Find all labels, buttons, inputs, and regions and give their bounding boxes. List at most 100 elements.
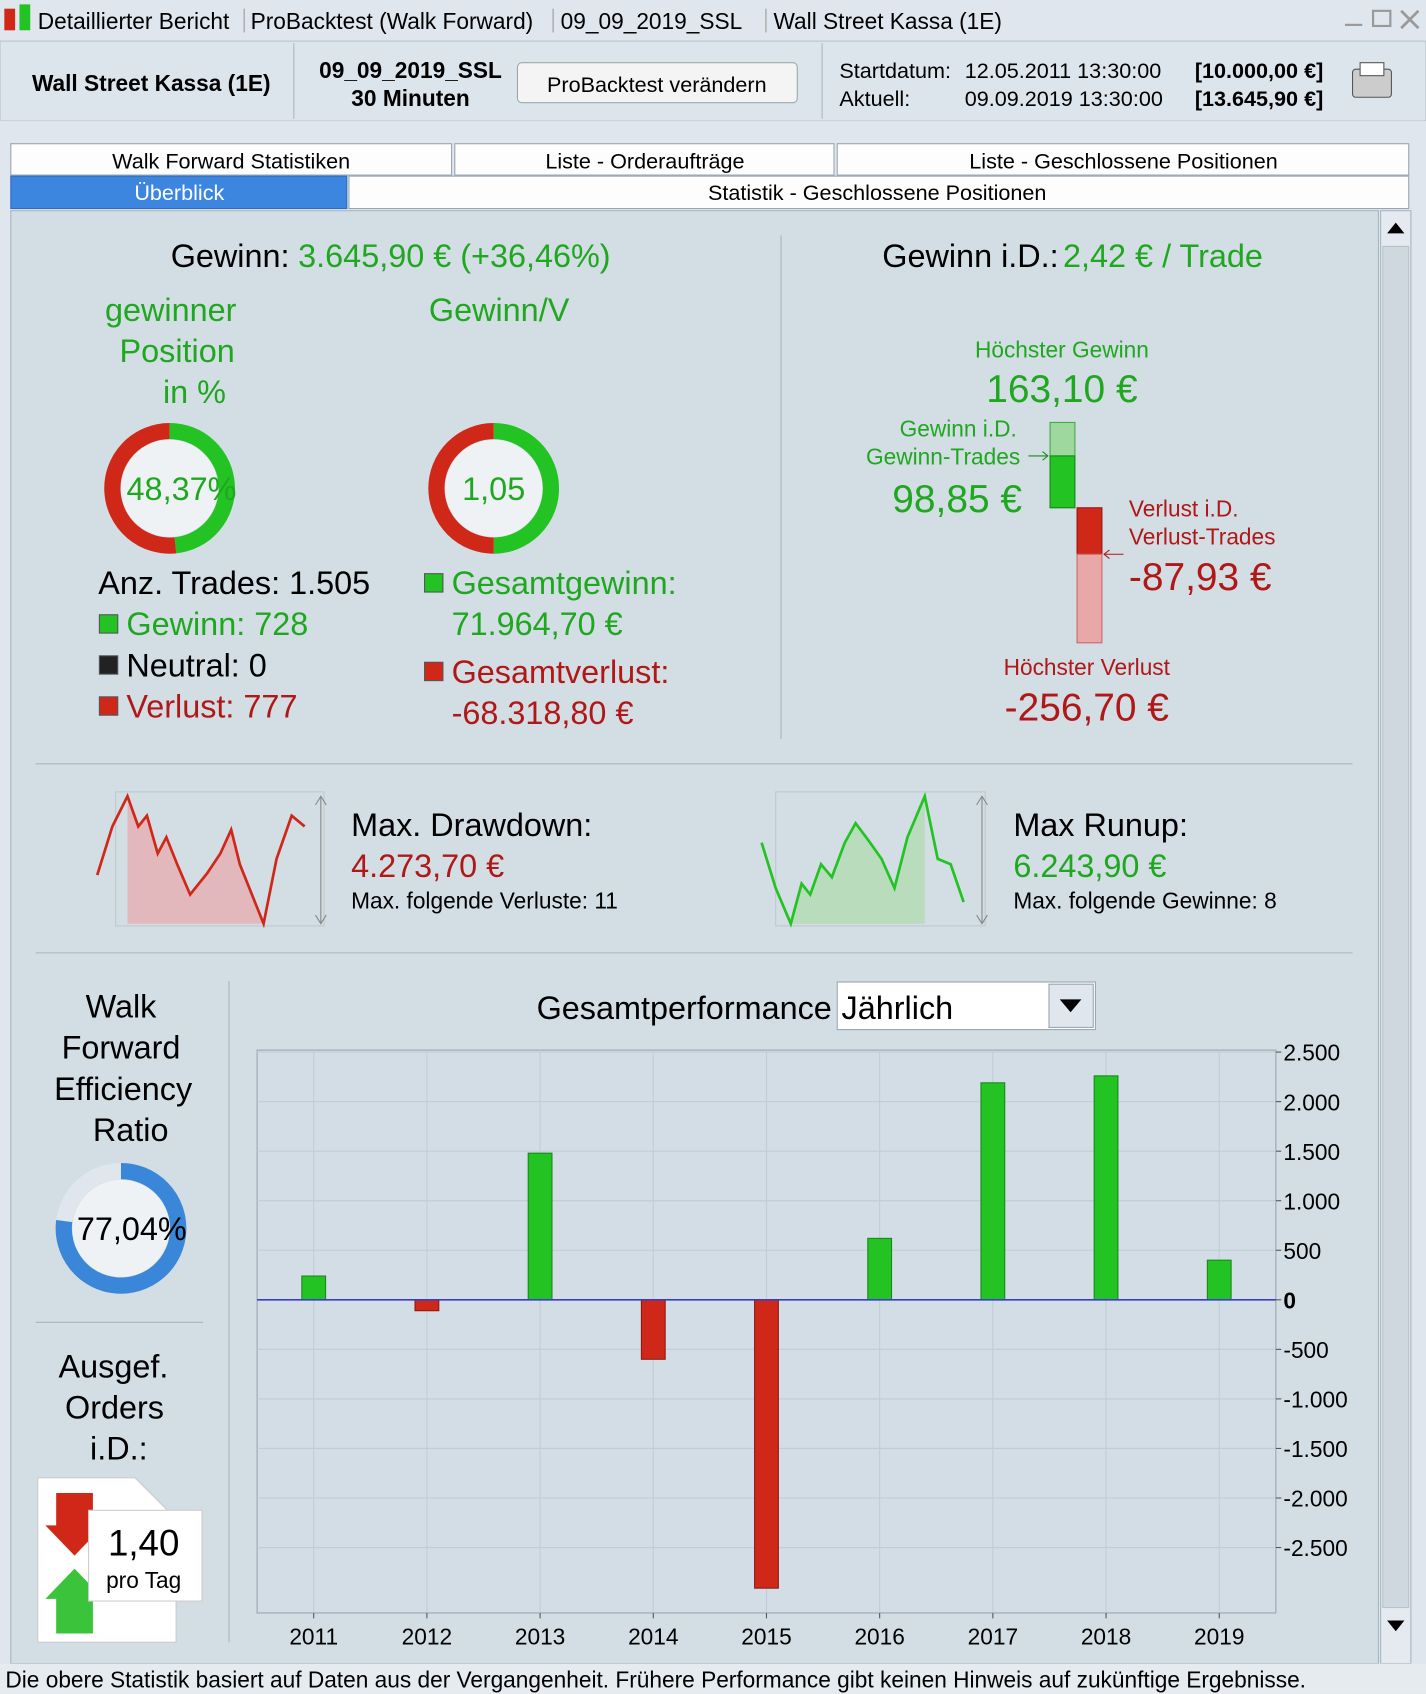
y-tick-label: -2.000 bbox=[1283, 1486, 1347, 1512]
tab[interactable] bbox=[836, 143, 1410, 176]
orders-title: Orders bbox=[65, 1389, 164, 1425]
x-tick-label: 2018 bbox=[1081, 1623, 1131, 1649]
total-gain: 71.964,70 € bbox=[452, 606, 623, 642]
scroll-thumb[interactable] bbox=[1382, 245, 1410, 1609]
per-trade-value: 2,42 € / Trade bbox=[1063, 238, 1263, 274]
edit-button[interactable] bbox=[516, 62, 798, 104]
orders-title: i.D.: bbox=[90, 1431, 148, 1467]
donut-arc bbox=[55, 1162, 187, 1294]
avg-gain-label: Gewinn-Trades bbox=[866, 444, 1020, 470]
current-label: Aktuell: bbox=[839, 86, 910, 111]
avg-loss-label: Verlust i.D. bbox=[1129, 495, 1239, 521]
total-gain-label: Gesamtgewinn: bbox=[452, 565, 677, 601]
trade-count: Anz. Trades: 1.505 bbox=[98, 565, 370, 601]
dropdown-arrow bbox=[1059, 999, 1082, 1013]
avg-loss-label: Verlust-Trades bbox=[1129, 524, 1276, 550]
legend-square bbox=[98, 655, 119, 675]
orders-title: Ausgef. bbox=[59, 1348, 169, 1384]
window-title: 09_09_2019_SSL bbox=[561, 8, 743, 34]
tab[interactable] bbox=[348, 175, 1410, 210]
drawdown-area bbox=[127, 799, 264, 924]
start-label: Startdatum: bbox=[839, 58, 951, 83]
disclaimer: Die obere Statistik basiert auf Daten au… bbox=[5, 1666, 1306, 1692]
total-loss: -68.318,80 € bbox=[452, 695, 634, 731]
drawdown-streak: Max. folgende Verluste: 11 bbox=[351, 888, 618, 914]
donut-center bbox=[120, 439, 219, 537]
print-icon-paper bbox=[1359, 62, 1385, 77]
avg-loss: -87,93 € bbox=[1129, 556, 1272, 599]
trade-stat: Neutral: 0 bbox=[126, 647, 266, 683]
start-capital: [10.000,00 €] bbox=[1195, 58, 1323, 83]
trade-stat: Verlust: 777 bbox=[126, 688, 297, 724]
runup-streak: Max. folgende Gewinne: 8 bbox=[1013, 888, 1276, 914]
window-title: ProBacktest (Walk Forward) bbox=[251, 8, 534, 34]
donut-arc bbox=[169, 422, 235, 554]
tab[interactable] bbox=[454, 143, 835, 176]
x-tick-label: 2012 bbox=[402, 1623, 452, 1649]
winners-title: in % bbox=[163, 374, 226, 410]
app-icon bbox=[4, 8, 16, 31]
efficiency-title: Forward bbox=[62, 1030, 181, 1066]
donut-half bbox=[493, 422, 559, 554]
donut-center bbox=[72, 1179, 170, 1277]
drawdown-label: Max. Drawdown: bbox=[351, 807, 592, 843]
range-arrow bbox=[314, 795, 327, 925]
gain-bar-avg bbox=[1049, 455, 1076, 509]
y-tick-label: 1.500 bbox=[1283, 1139, 1340, 1165]
y-tick-label: 500 bbox=[1283, 1238, 1321, 1264]
maximize-button[interactable] bbox=[1371, 9, 1392, 28]
y-tick-label: -1.500 bbox=[1283, 1436, 1347, 1462]
close-button[interactable] bbox=[1400, 9, 1420, 30]
legend-square bbox=[424, 573, 444, 593]
loss-bar-avg bbox=[1076, 507, 1103, 555]
legend-square bbox=[98, 614, 119, 634]
donut-center bbox=[445, 439, 543, 537]
winners-percent: 48,37% bbox=[127, 471, 237, 507]
orders-value: 1,40 bbox=[108, 1523, 179, 1564]
winners-title: Position bbox=[120, 333, 235, 369]
runup-value: 6.243,90 € bbox=[1013, 848, 1166, 884]
window-title: Detaillierter Bericht bbox=[38, 8, 230, 34]
x-tick-label: 2015 bbox=[741, 1623, 791, 1649]
runup-area bbox=[790, 796, 925, 924]
x-tick-label: 2016 bbox=[854, 1623, 904, 1649]
sparkline-frame bbox=[775, 791, 986, 927]
max-loss: -256,70 € bbox=[1005, 687, 1170, 730]
ratio-title: Gewinn/V bbox=[429, 292, 570, 328]
current-capital: [13.645,90 €] bbox=[1195, 86, 1323, 111]
max-gain-label: Höchster Gewinn bbox=[975, 337, 1149, 363]
minimize-button[interactable] bbox=[1344, 23, 1363, 26]
tab[interactable] bbox=[10, 143, 453, 176]
tab-label: Statistik - Geschlossene Positionen bbox=[708, 180, 1046, 205]
system-name: 09_09_2019_SSL bbox=[319, 57, 502, 83]
ratio-value: 1,05 bbox=[462, 471, 525, 507]
donut-rest bbox=[104, 422, 177, 554]
efficiency-title: Ratio bbox=[93, 1112, 169, 1148]
tab-label: Liste - Orderaufträge bbox=[545, 149, 744, 174]
bar bbox=[867, 1237, 893, 1301]
y-tick-label: 2.000 bbox=[1283, 1089, 1340, 1115]
title-bar bbox=[0, 0, 1426, 42]
bar bbox=[980, 1082, 1006, 1301]
window-title: Wall Street Kassa (1E) bbox=[773, 8, 1001, 34]
arrow bbox=[1103, 549, 1124, 559]
bar bbox=[301, 1275, 327, 1301]
tab-label: Überblick bbox=[134, 180, 224, 205]
sparkline-frame bbox=[115, 791, 325, 927]
loss-bar-max bbox=[1076, 553, 1103, 644]
tab-label: Liste - Geschlossene Positionen bbox=[969, 149, 1277, 174]
orders-box bbox=[88, 1509, 203, 1602]
runup-line bbox=[760, 791, 965, 928]
y-tick-label: 2.500 bbox=[1283, 1040, 1340, 1066]
efficiency-title: Walk bbox=[86, 989, 158, 1025]
y-tick-label: -1.000 bbox=[1283, 1387, 1347, 1413]
x-tick-label: 2013 bbox=[515, 1623, 565, 1649]
app-icon bbox=[19, 4, 31, 31]
avg-gain-label: Gewinn i.D. bbox=[900, 415, 1017, 441]
donut-half bbox=[428, 422, 494, 554]
tab-active[interactable] bbox=[10, 175, 348, 210]
drawdown-line bbox=[95, 792, 306, 929]
x-tick-label: 2019 bbox=[1194, 1623, 1244, 1649]
